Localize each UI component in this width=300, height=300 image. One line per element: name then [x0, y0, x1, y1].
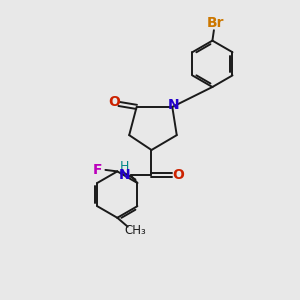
Text: CH₃: CH₃	[125, 224, 147, 237]
Text: N: N	[168, 98, 180, 112]
Text: F: F	[93, 163, 103, 177]
Text: O: O	[108, 95, 120, 110]
Text: Br: Br	[207, 16, 224, 30]
Text: H: H	[119, 160, 129, 173]
Text: O: O	[172, 168, 184, 182]
Text: N: N	[118, 168, 130, 182]
